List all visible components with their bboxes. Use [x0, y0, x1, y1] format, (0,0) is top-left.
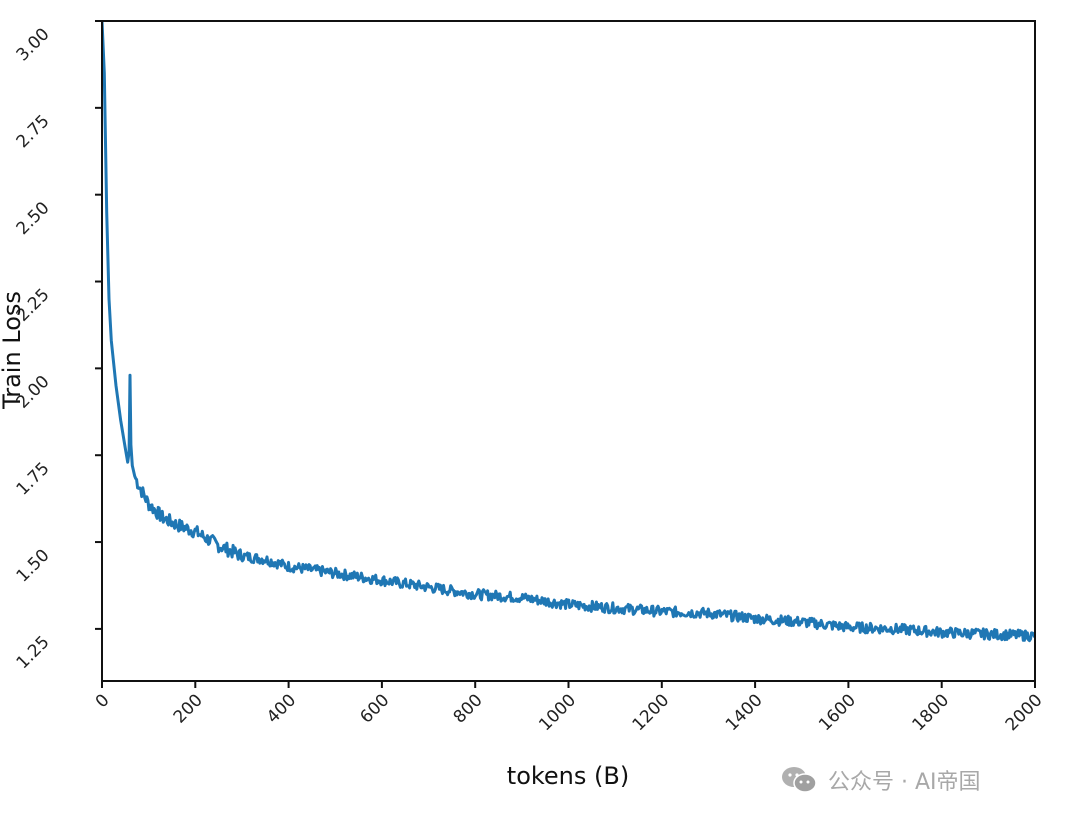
x-tick-label: 2000: [1002, 690, 1047, 735]
y-tick-label: 2.75: [13, 111, 54, 152]
x-tick-label: 1200: [629, 690, 674, 735]
watermark-text: 公众号 · AI帝国: [828, 770, 981, 795]
x-axis: 0 200 400 600 800 1000 1200 1400 1600 1800 2000: [92, 681, 1047, 735]
x-tick-label: 600: [356, 690, 393, 727]
x-tick-label: 0: [92, 690, 114, 712]
x-tick-label: 1400: [722, 690, 767, 735]
y-tick-label: 3.00: [13, 24, 54, 65]
series-layer: [102, 21, 1035, 643]
x-tick-label: 1600: [815, 690, 860, 735]
x-tick-label: 1000: [535, 690, 580, 735]
watermark: 公众号 · AI帝国: [780, 764, 981, 796]
wechat-icon: [780, 764, 820, 796]
x-tick-label: 1800: [909, 690, 954, 735]
x-tick-label: 800: [450, 690, 487, 727]
y-axis-label: Train Loss: [0, 291, 26, 410]
x-tick-label: 200: [170, 690, 207, 727]
y-tick-label: 1.25: [13, 632, 54, 673]
y-tick-label: 1.50: [13, 545, 54, 586]
loss-line: [102, 21, 1035, 643]
y-axis: 1.251.501.752.002.252.502.753.00: [13, 20, 102, 673]
y-tick-label: 1.75: [13, 459, 54, 500]
x-tick-label: 400: [263, 690, 300, 727]
plot-frame: [101, 20, 1036, 682]
x-axis-label: tokens (B): [507, 762, 629, 790]
y-tick-label: 2.50: [13, 198, 54, 239]
